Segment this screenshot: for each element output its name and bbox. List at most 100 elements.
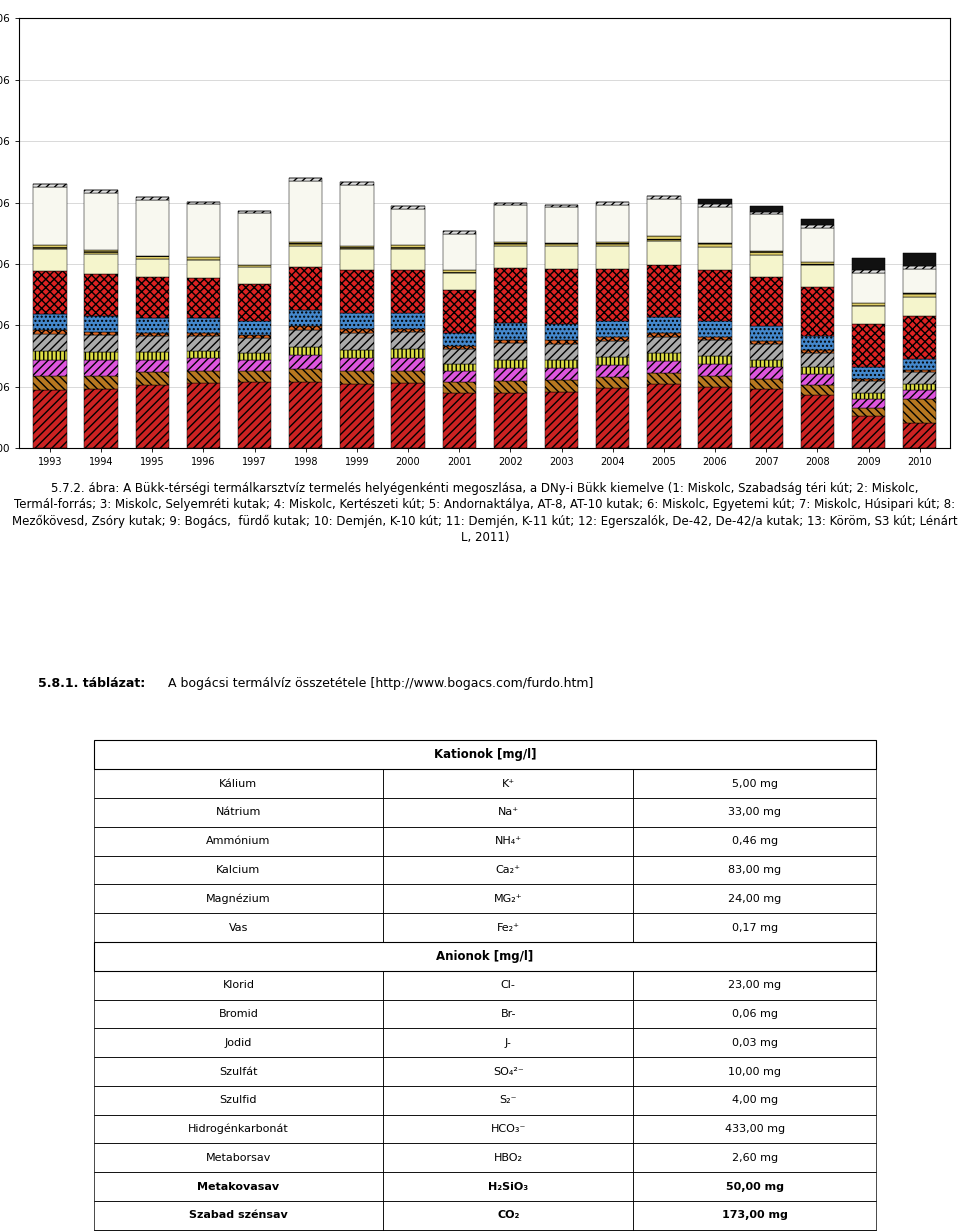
- Bar: [852, 367, 885, 379]
- Bar: [340, 185, 373, 246]
- Bar: [493, 203, 527, 206]
- Bar: [289, 243, 323, 246]
- Bar: [699, 247, 732, 271]
- Bar: [340, 329, 373, 332]
- Bar: [699, 356, 732, 364]
- Bar: [443, 372, 476, 383]
- Text: 5,00 mg: 5,00 mg: [732, 779, 778, 789]
- Bar: [545, 343, 578, 361]
- Bar: [94, 1028, 383, 1057]
- Bar: [84, 335, 118, 352]
- Bar: [443, 291, 476, 332]
- Bar: [187, 260, 220, 278]
- Bar: [801, 385, 834, 395]
- Bar: [94, 1201, 383, 1230]
- Bar: [750, 367, 782, 379]
- Bar: [903, 371, 936, 373]
- Bar: [801, 228, 834, 262]
- Bar: [340, 182, 373, 185]
- Bar: [94, 827, 383, 856]
- Bar: [392, 383, 424, 448]
- Bar: [238, 213, 271, 265]
- Bar: [94, 741, 876, 769]
- Bar: [238, 284, 271, 320]
- Bar: [634, 1000, 876, 1028]
- Bar: [493, 246, 527, 268]
- Bar: [289, 356, 323, 369]
- Bar: [34, 314, 66, 330]
- Bar: [634, 971, 876, 1000]
- Bar: [84, 191, 118, 193]
- Bar: [596, 357, 630, 366]
- Text: Vas: Vas: [228, 922, 248, 933]
- Bar: [34, 351, 66, 361]
- Bar: [383, 1201, 634, 1230]
- Bar: [289, 347, 323, 356]
- Bar: [135, 201, 169, 256]
- Bar: [801, 219, 834, 225]
- Bar: [750, 345, 782, 359]
- Bar: [84, 389, 118, 448]
- Text: 5.8.1. táblázat:: 5.8.1. táblázat:: [37, 677, 145, 689]
- Bar: [903, 384, 936, 390]
- Bar: [289, 181, 323, 243]
- Bar: [392, 209, 424, 245]
- Bar: [187, 204, 220, 257]
- Bar: [699, 271, 732, 321]
- Bar: [94, 1086, 383, 1115]
- Bar: [392, 332, 424, 350]
- Bar: [903, 358, 936, 371]
- Bar: [699, 364, 732, 375]
- Bar: [443, 270, 476, 273]
- Bar: [699, 207, 732, 243]
- Bar: [903, 400, 936, 423]
- Bar: [852, 379, 885, 382]
- Bar: [647, 361, 681, 373]
- Bar: [34, 185, 66, 187]
- Bar: [34, 271, 66, 314]
- Text: Klorid: Klorid: [223, 980, 254, 990]
- Bar: [634, 769, 876, 798]
- Bar: [135, 256, 169, 259]
- Bar: [84, 352, 118, 361]
- Text: 50,00 mg: 50,00 mg: [726, 1182, 783, 1192]
- Text: NH₄⁺: NH₄⁺: [494, 836, 522, 846]
- Text: Szulfid: Szulfid: [220, 1096, 257, 1105]
- Bar: [852, 257, 885, 270]
- Bar: [647, 384, 681, 448]
- Text: 23,00 mg: 23,00 mg: [728, 980, 781, 990]
- Bar: [289, 330, 323, 347]
- Bar: [289, 309, 323, 326]
- Text: A bogácsi termálvíz összetétele [http://www.bogacs.com/furdo.htm]: A bogácsi termálvíz összetétele [http://…: [163, 677, 593, 689]
- Bar: [545, 368, 578, 380]
- Bar: [383, 798, 634, 827]
- Bar: [634, 913, 876, 942]
- Bar: [493, 393, 527, 448]
- Bar: [383, 769, 634, 798]
- Text: SO₄²⁻: SO₄²⁻: [492, 1066, 523, 1076]
- Bar: [392, 245, 424, 249]
- Bar: [634, 1057, 876, 1086]
- Text: S₂⁻: S₂⁻: [499, 1096, 517, 1105]
- Bar: [852, 393, 885, 399]
- Text: 0,06 mg: 0,06 mg: [732, 1009, 778, 1019]
- Bar: [545, 391, 578, 448]
- Bar: [596, 270, 630, 321]
- Bar: [34, 375, 66, 390]
- Bar: [289, 369, 323, 382]
- Bar: [443, 364, 476, 372]
- Bar: [443, 234, 476, 270]
- Bar: [34, 390, 66, 448]
- Text: Metakovasav: Metakovasav: [198, 1182, 279, 1192]
- Bar: [596, 389, 630, 448]
- Text: 83,00 mg: 83,00 mg: [728, 865, 781, 875]
- Bar: [84, 193, 118, 250]
- Bar: [545, 380, 578, 391]
- Bar: [135, 373, 169, 385]
- Bar: [852, 307, 885, 324]
- Bar: [84, 250, 118, 254]
- Bar: [383, 1115, 634, 1144]
- Bar: [443, 350, 476, 364]
- Bar: [801, 353, 834, 367]
- Bar: [383, 856, 634, 884]
